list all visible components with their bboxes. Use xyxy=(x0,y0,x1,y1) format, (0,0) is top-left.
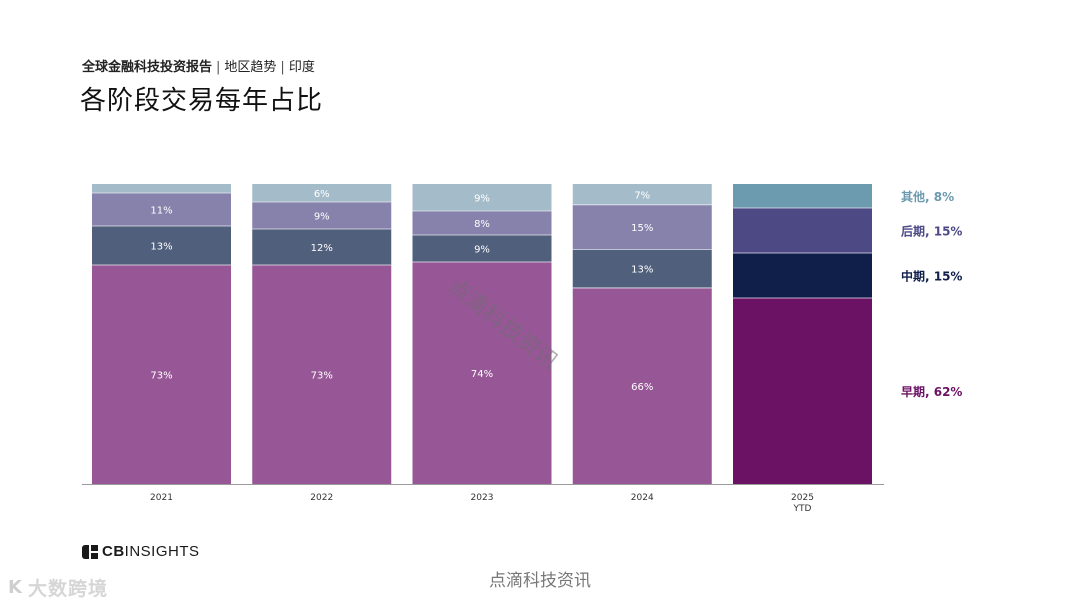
data-label: 73% xyxy=(311,371,333,382)
x-tick-label: 2022 xyxy=(310,493,333,503)
x-tick-label: 2025 xyxy=(791,493,814,503)
cbinsights-logo: CBINSIGHTS xyxy=(82,543,200,560)
bar-segment xyxy=(733,208,872,253)
data-label: 74% xyxy=(471,369,493,380)
x-tick-label: 2023 xyxy=(471,493,494,503)
bar-segment xyxy=(572,287,712,484)
data-label: 9% xyxy=(314,212,330,223)
cbinsights-logo-icon xyxy=(82,544,98,559)
breadcrumb-separator: | xyxy=(216,60,221,75)
bar-segment xyxy=(252,184,392,202)
legend-label: 中期, 15% xyxy=(901,269,962,284)
bar-segment xyxy=(572,249,712,288)
bar-segment xyxy=(412,211,552,235)
page-title: 各阶段交易每年占比 xyxy=(80,86,324,116)
bar-segment xyxy=(252,202,392,229)
data-label: 13% xyxy=(631,265,653,276)
footer-watermark: 点滴科技资讯 xyxy=(489,571,591,591)
bar-segment xyxy=(252,265,392,484)
data-label: 11% xyxy=(150,206,172,217)
data-label: 73% xyxy=(150,371,172,382)
bar-segment xyxy=(572,184,712,205)
data-label: 9% xyxy=(474,194,490,205)
breadcrumb: 全球金融科技投资报告 | 地区趋势 | 印度 xyxy=(82,56,315,75)
bar-segment xyxy=(733,298,872,484)
legend-label: 其他, 8% xyxy=(901,189,954,204)
bar-segment xyxy=(412,235,552,262)
x-tick-label: YTD xyxy=(793,504,812,514)
data-label: 6% xyxy=(314,189,330,200)
logo-bold-text: CB xyxy=(102,543,125,560)
data-label: 13% xyxy=(150,242,172,253)
bar-segment xyxy=(733,253,872,298)
x-tick-label: 2021 xyxy=(150,493,173,503)
bar-segment xyxy=(572,204,712,250)
bar-segment xyxy=(92,265,231,484)
logo-rest-text: INSIGHTS xyxy=(124,543,200,560)
corner-watermark-text: 大数跨境 xyxy=(27,578,108,600)
data-label: 9% xyxy=(474,245,490,256)
section-name: 地区趋势 xyxy=(224,60,277,75)
region-name: 印度 xyxy=(288,60,315,75)
x-tick-label: 2024 xyxy=(631,493,654,503)
corner-watermark: K 大数跨境 xyxy=(8,574,108,601)
data-label: 15% xyxy=(631,223,653,234)
legend-label: 后期, 15% xyxy=(901,224,962,239)
bar-segment xyxy=(92,184,231,193)
bar-segment xyxy=(733,184,872,208)
bar-segment xyxy=(92,193,231,226)
legend-label: 早期, 62% xyxy=(901,384,962,399)
data-label: 7% xyxy=(634,190,650,201)
bar-segment xyxy=(92,226,231,265)
corner-watermark-icon: K xyxy=(8,577,22,598)
bar-segment xyxy=(252,229,392,265)
breadcrumb-separator: | xyxy=(280,60,285,75)
data-label: 66% xyxy=(631,382,653,393)
bar-segment xyxy=(412,184,552,211)
report-name: 全球金融科技投资报告 xyxy=(82,60,213,75)
data-label: 12% xyxy=(311,243,333,254)
bar-segment xyxy=(412,262,552,484)
data-label: 8% xyxy=(474,219,490,230)
